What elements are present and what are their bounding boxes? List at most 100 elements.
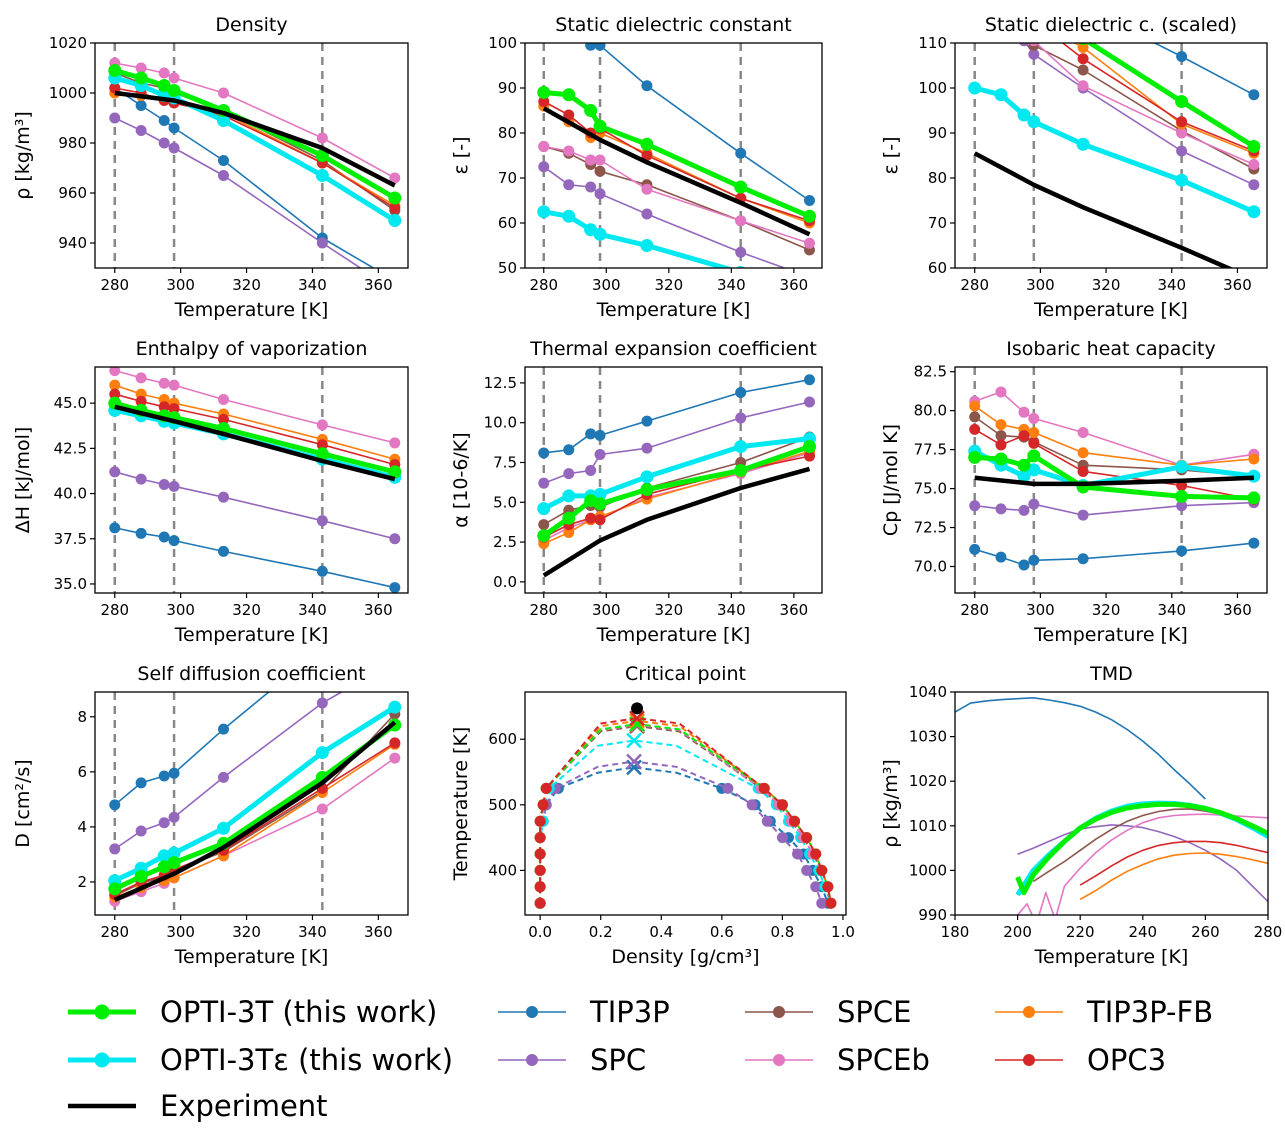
data-point-tip3p — [995, 551, 1007, 563]
axes-frame — [94, 366, 409, 594]
series-line-spc — [974, 501, 1254, 516]
data-point-spc — [109, 112, 121, 124]
series-line-tip3p — [114, 87, 376, 268]
series-line-spc — [543, 166, 787, 268]
data-point-spceb — [1077, 426, 1089, 438]
x-axis-label: Temperature [K] — [174, 299, 329, 321]
liquid-point-opc3 — [758, 782, 770, 794]
plot-area — [108, 692, 402, 915]
data-point-spc — [158, 817, 170, 829]
data-point-opc3 — [995, 439, 1007, 451]
series-line-experiment — [973, 151, 1234, 268]
data-point-spceb — [389, 752, 401, 764]
series-line-spceb — [114, 62, 396, 179]
x-tick-label: 300 — [1026, 601, 1055, 619]
data-point-opti-3t — [388, 214, 402, 227]
series-line-experiment — [114, 404, 396, 482]
data-point-tip3p — [641, 80, 653, 92]
data-point-opti-3t — [537, 205, 551, 219]
data-point-spc — [135, 825, 147, 837]
data-point-tip3p — [109, 522, 121, 534]
data-point-tip3p — [594, 43, 606, 51]
panel-thermal-expansion-coefficient: Thermal expansion coefficient 280 300 320 34… — [450, 338, 823, 646]
data-point-opti-3t — [1076, 137, 1090, 151]
data-point-tip3p — [641, 415, 653, 427]
y-tick-label: 2 — [77, 873, 87, 891]
y-tick-label: 6 — [77, 763, 87, 781]
data-point-tip3p — [135, 777, 147, 789]
vapor-point-opc3 — [534, 881, 546, 893]
y-tick-label: 70 — [928, 214, 947, 232]
data-point-tip3p — [735, 147, 747, 159]
x-tick-label: 280 — [1254, 923, 1283, 941]
legend-label: OPC3 — [1087, 1043, 1166, 1077]
data-point-opti-3t — [1017, 0, 1030, 9]
data-point-spceb — [217, 87, 229, 99]
data-point-opc3 — [109, 82, 121, 94]
data-point-opti-3t — [537, 529, 551, 543]
liquid-point-opc3 — [825, 897, 837, 909]
legend-marker — [526, 1054, 538, 1066]
data-point-tip3p-fb — [109, 379, 121, 391]
x-tick-label: 300 — [166, 601, 195, 619]
y-tick-label: 990 — [918, 906, 947, 924]
panel-static-dielectric-c-scaled: Static dielectric c. (scaled) 280 300 320 34… — [880, 0, 1268, 321]
data-point-opti-3t — [167, 846, 181, 860]
liquid-point-opc3 — [776, 799, 788, 811]
x-axis-label: Temperature [K] — [1033, 624, 1188, 646]
y-tick-label: 0.0 — [493, 573, 517, 591]
legend-label: SPC — [590, 1043, 646, 1077]
data-point-tip3p — [158, 115, 170, 126]
x-tick-label: 280 — [100, 601, 129, 619]
data-point-spceb — [1248, 159, 1260, 170]
x-tick-label: 300 — [1026, 276, 1055, 294]
data-point-spc — [1018, 504, 1030, 516]
x-tick-label: 340 — [298, 923, 327, 941]
data-point-spc — [158, 479, 170, 491]
y-tick-label: 90 — [928, 124, 947, 142]
data-point-tip3p — [1176, 51, 1188, 62]
y-tick-label: 12.5 — [484, 374, 517, 392]
data-point-tip3p — [389, 582, 401, 593]
legend-label: OPTI-3Tε (this work) — [160, 1043, 453, 1077]
legend-marker — [1023, 1006, 1035, 1018]
x-tick-label: 280 — [100, 276, 129, 294]
y-tick-label: 1000 — [49, 84, 87, 102]
data-point-opti-3t — [216, 114, 230, 127]
panel-density: Density 280 300 320 340 360 940 960 980 1000 1020 T… — [12, 14, 409, 321]
series-line-spce — [974, 416, 1254, 477]
panel-title: Isobaric heat capacity — [1006, 338, 1215, 360]
y-tick-label: 90 — [498, 79, 517, 97]
data-point-tip3p-fb — [1077, 447, 1089, 459]
panel-enthalpy-of-vaporization: Enthalpy of vaporization 280 300 320 340 360 3… — [12, 338, 409, 646]
data-point-tip3p — [135, 100, 147, 111]
series-line-experiment — [542, 466, 811, 578]
plot-area — [955, 696, 1268, 915]
y-tick-label: 2.5 — [493, 533, 517, 551]
x-axis-label: Temperature [K] — [596, 624, 751, 646]
y-tick-label: 5.0 — [493, 493, 517, 511]
x-tick-label: 360 — [1223, 601, 1252, 619]
series-line-experiment — [974, 475, 1254, 487]
data-point-opti-3t — [315, 169, 329, 182]
data-point-spc — [389, 533, 401, 545]
data-point-opti-3t — [584, 104, 598, 117]
data-point-opti-3t — [640, 483, 654, 497]
data-point-spc — [735, 412, 747, 424]
series-line-spceb — [114, 369, 395, 444]
x-tick-label: 1.0 — [831, 923, 855, 941]
vapor-point-opc3 — [537, 799, 549, 811]
data-point-spc — [1028, 48, 1040, 60]
series-line-opti-3t — [974, 85, 1255, 215]
x-tick-label: 300 — [166, 276, 195, 294]
data-point-tip3p — [217, 723, 229, 735]
data-point-opc3 — [168, 403, 180, 415]
data-point-opc3 — [1018, 430, 1030, 442]
data-point-spc — [316, 237, 328, 249]
plot-area — [537, 367, 816, 593]
y-tick-label: 72.5 — [914, 519, 947, 537]
data-point-opti-3t — [1175, 489, 1189, 503]
data-point-spc — [594, 188, 606, 200]
y-tick-label: 1020 — [909, 772, 947, 790]
data-point-opti-3t — [157, 79, 171, 92]
